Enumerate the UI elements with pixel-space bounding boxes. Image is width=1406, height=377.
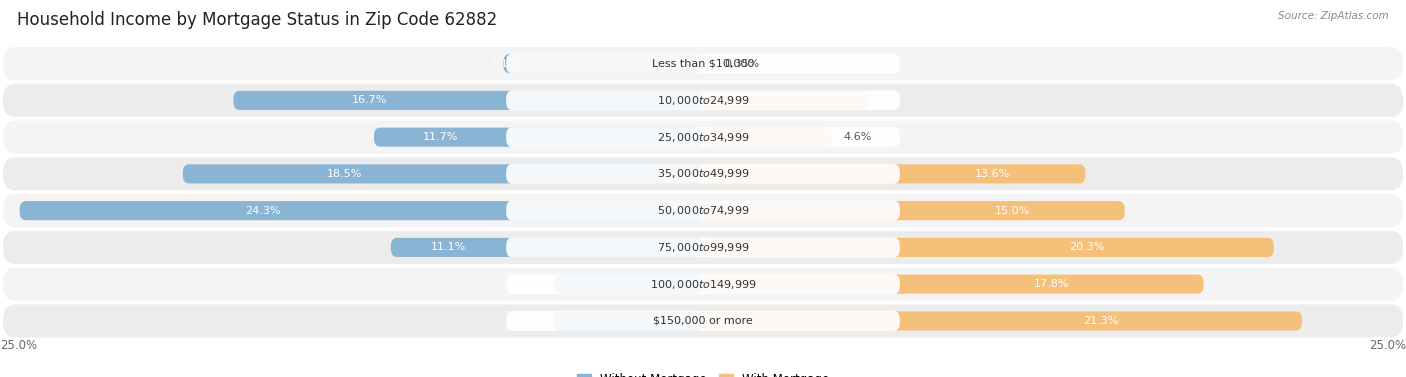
Text: Household Income by Mortgage Status in Zip Code 62882: Household Income by Mortgage Status in Z…	[17, 11, 498, 29]
Text: 18.5%: 18.5%	[326, 169, 363, 179]
FancyBboxPatch shape	[183, 164, 703, 184]
FancyBboxPatch shape	[233, 91, 703, 110]
Text: Less than $10,000: Less than $10,000	[652, 58, 754, 69]
FancyBboxPatch shape	[3, 157, 1403, 190]
Text: 17.8%: 17.8%	[1033, 279, 1070, 289]
Text: 11.7%: 11.7%	[422, 132, 458, 142]
Text: $150,000 or more: $150,000 or more	[654, 316, 752, 326]
FancyBboxPatch shape	[703, 127, 832, 147]
FancyBboxPatch shape	[3, 231, 1403, 264]
Text: $25,000 to $34,999: $25,000 to $34,999	[657, 131, 749, 144]
Text: $50,000 to $74,999: $50,000 to $74,999	[657, 204, 749, 217]
FancyBboxPatch shape	[374, 127, 703, 147]
Text: 5.9%: 5.9%	[870, 95, 898, 106]
Text: 20.3%: 20.3%	[1069, 242, 1105, 253]
FancyBboxPatch shape	[20, 201, 703, 220]
FancyBboxPatch shape	[3, 268, 1403, 301]
Text: 16.7%: 16.7%	[352, 95, 388, 106]
FancyBboxPatch shape	[503, 54, 703, 73]
FancyBboxPatch shape	[3, 84, 1403, 117]
FancyBboxPatch shape	[703, 274, 1204, 294]
Text: $100,000 to $149,999: $100,000 to $149,999	[650, 278, 756, 291]
FancyBboxPatch shape	[554, 311, 703, 331]
FancyBboxPatch shape	[506, 90, 900, 110]
Text: 24.3%: 24.3%	[245, 205, 281, 216]
FancyBboxPatch shape	[506, 311, 900, 331]
Text: Source: ZipAtlas.com: Source: ZipAtlas.com	[1278, 11, 1389, 21]
Text: 7.1%: 7.1%	[491, 58, 519, 69]
Text: $75,000 to $99,999: $75,000 to $99,999	[657, 241, 749, 254]
Text: $35,000 to $49,999: $35,000 to $49,999	[657, 167, 749, 180]
Text: 15.0%: 15.0%	[994, 205, 1031, 216]
Text: 13.6%: 13.6%	[974, 169, 1011, 179]
FancyBboxPatch shape	[3, 194, 1403, 227]
FancyBboxPatch shape	[506, 54, 900, 74]
Text: 4.6%: 4.6%	[844, 132, 872, 142]
Text: 5.3%: 5.3%	[516, 279, 544, 289]
Legend: Without Mortgage, With Mortgage: Without Mortgage, With Mortgage	[576, 373, 830, 377]
FancyBboxPatch shape	[3, 304, 1403, 337]
Text: 21.3%: 21.3%	[1083, 316, 1119, 326]
FancyBboxPatch shape	[506, 127, 900, 147]
Text: 25.0%: 25.0%	[1369, 339, 1406, 352]
Text: 25.0%: 25.0%	[0, 339, 37, 352]
FancyBboxPatch shape	[506, 201, 900, 221]
FancyBboxPatch shape	[3, 121, 1403, 154]
FancyBboxPatch shape	[554, 274, 703, 294]
FancyBboxPatch shape	[3, 47, 1403, 80]
Text: 5.3%: 5.3%	[516, 316, 544, 326]
Text: 0.35%: 0.35%	[724, 58, 759, 69]
FancyBboxPatch shape	[703, 54, 713, 73]
FancyBboxPatch shape	[703, 311, 1302, 331]
Text: 11.1%: 11.1%	[430, 242, 467, 253]
FancyBboxPatch shape	[703, 91, 869, 110]
FancyBboxPatch shape	[391, 238, 703, 257]
FancyBboxPatch shape	[703, 238, 1274, 257]
Text: $10,000 to $24,999: $10,000 to $24,999	[657, 94, 749, 107]
FancyBboxPatch shape	[703, 201, 1125, 220]
FancyBboxPatch shape	[506, 164, 900, 184]
FancyBboxPatch shape	[506, 238, 900, 257]
FancyBboxPatch shape	[506, 274, 900, 294]
FancyBboxPatch shape	[703, 164, 1085, 184]
